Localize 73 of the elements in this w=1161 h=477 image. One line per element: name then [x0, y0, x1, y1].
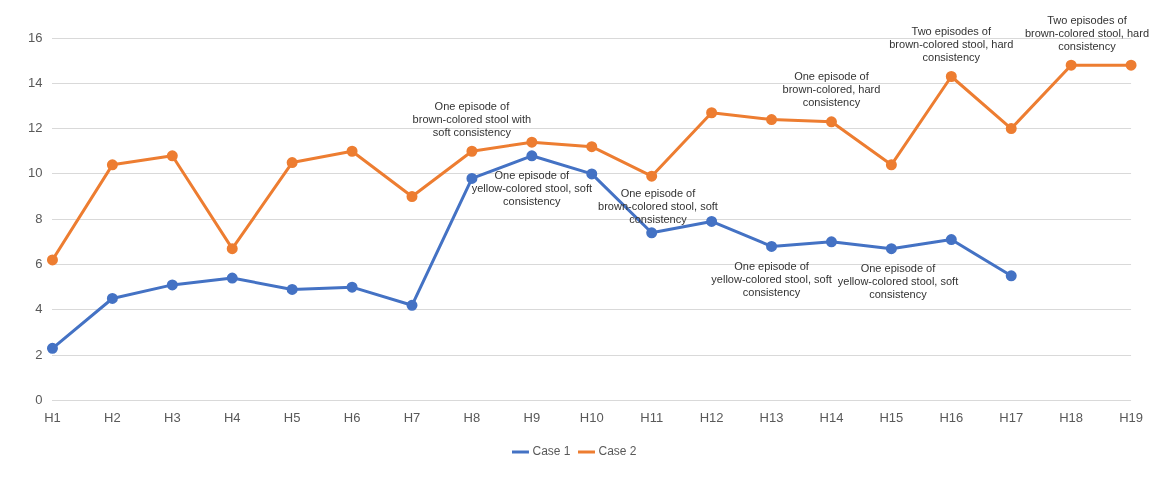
annotation: One episode of brown-colored stool with soft consistency [412, 99, 532, 138]
x-tick-label: H2 [104, 409, 121, 425]
point [646, 170, 658, 182]
point [825, 116, 837, 128]
y-tick-label: 6 [35, 256, 43, 272]
annotation: One episode of yellow-colored stool, soft consistency [471, 169, 593, 208]
x-tick-label: H1 [44, 409, 61, 425]
point [106, 159, 118, 171]
point [466, 172, 478, 184]
y-tick-label: 14 [27, 74, 43, 90]
point [945, 234, 957, 246]
point [586, 168, 598, 180]
point [526, 150, 538, 162]
point [885, 159, 897, 171]
x-tick-label: H13 [759, 409, 784, 425]
point [586, 141, 598, 153]
x-tick-label: H6 [343, 409, 361, 425]
point [406, 299, 418, 311]
x-tick-label: H7 [403, 409, 421, 425]
x-tick-label: H18 [1059, 409, 1084, 425]
x-tick-label: H4 [223, 409, 241, 425]
annotation: One episode of brown-colored, hard consistency [782, 70, 881, 109]
point [825, 236, 837, 248]
point [226, 272, 238, 284]
x-tick-label: H3 [163, 409, 181, 425]
annotation: One episode of yellow-colored stool, soft consistency [711, 259, 832, 298]
x-tick-label: H11 [640, 409, 664, 425]
point [466, 145, 478, 157]
point [286, 157, 298, 169]
point [406, 191, 418, 203]
point [885, 243, 897, 255]
annotation: One episode of yellow-colored stool, soft consistency [837, 262, 959, 301]
x-tick-label: H16 [939, 409, 964, 425]
point [1005, 123, 1017, 135]
x-tick-label: H9 [523, 409, 541, 425]
point [46, 342, 58, 354]
y-tick-label: 12 [27, 120, 43, 136]
legend-label: Case 1 [532, 444, 571, 459]
x-tick-label: H8 [463, 409, 481, 425]
point [1065, 59, 1077, 71]
point [706, 107, 718, 119]
x-tick-label: H14 [819, 409, 844, 425]
legend-label: Case 2 [598, 444, 637, 459]
y-tick-label: 16 [27, 29, 43, 45]
y-tick-label: 4 [35, 301, 43, 317]
y-tick-label: 10 [27, 165, 43, 181]
point [526, 136, 538, 148]
x-tick-label: H15 [879, 409, 904, 425]
point [706, 215, 718, 227]
x-tick-label: H12 [699, 409, 724, 425]
point [106, 292, 118, 304]
point [226, 243, 238, 255]
y-tick-label: 8 [35, 210, 43, 226]
point [766, 114, 778, 126]
x-tick-label: H5 [283, 409, 301, 425]
point [166, 279, 178, 291]
point [1005, 270, 1017, 282]
x-tick-label: H10 [579, 409, 604, 425]
point [166, 150, 178, 162]
x-tick-label: H19 [1119, 409, 1144, 425]
point [766, 240, 778, 252]
point [346, 145, 358, 157]
point [646, 227, 658, 239]
x-tick-label: H17 [999, 409, 1024, 425]
point [46, 254, 58, 266]
point [346, 281, 358, 293]
point [1125, 59, 1137, 71]
annotation: Two episodes of brown-colored stool, hard consistency [889, 25, 1014, 64]
y-tick-label: 2 [35, 346, 43, 362]
annotation: Two episodes of brown-colored stool, hard consistency [1024, 13, 1149, 52]
point [945, 71, 957, 83]
y-tick-label: 0 [35, 391, 43, 407]
point [286, 283, 298, 295]
